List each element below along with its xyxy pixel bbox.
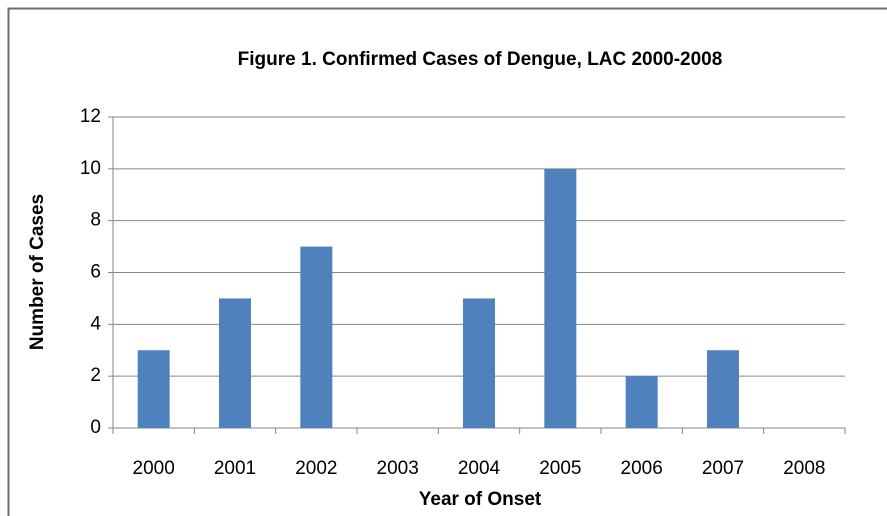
- x-tick-label: 2007: [702, 458, 744, 479]
- x-axis-label: Year of Onset: [419, 489, 542, 510]
- x-tick-label: 2003: [377, 458, 419, 479]
- x-tick-label: 2004: [458, 458, 501, 479]
- x-tick-label: 2006: [621, 458, 663, 479]
- bar: [625, 376, 658, 428]
- chart-border: [7, 7, 887, 516]
- bar: [219, 298, 251, 428]
- chart-title: Figure 1. Confirmed Cases of Dengue, LAC…: [238, 49, 723, 70]
- y-tick-label: 8: [90, 210, 101, 231]
- bar: [463, 298, 495, 428]
- x-tick-label: 2002: [295, 458, 337, 479]
- y-tick-label: 10: [80, 158, 101, 179]
- bar: [300, 246, 333, 428]
- x-tick-label: 2005: [539, 458, 581, 479]
- bar: [137, 350, 170, 428]
- bar: [544, 168, 577, 429]
- bar: [707, 350, 739, 428]
- x-tick-label: 2001: [214, 458, 256, 479]
- y-tick-label: 12: [80, 106, 101, 127]
- x-tick-label: 2008: [783, 458, 825, 479]
- x-tick-label: 2000: [133, 458, 175, 479]
- y-tick-label: 2: [90, 365, 101, 386]
- y-tick-label: 0: [90, 417, 101, 438]
- y-tick-label: 4: [90, 313, 101, 334]
- y-tick-label: 6: [90, 262, 101, 283]
- y-axis-label: Number of Cases: [27, 194, 48, 350]
